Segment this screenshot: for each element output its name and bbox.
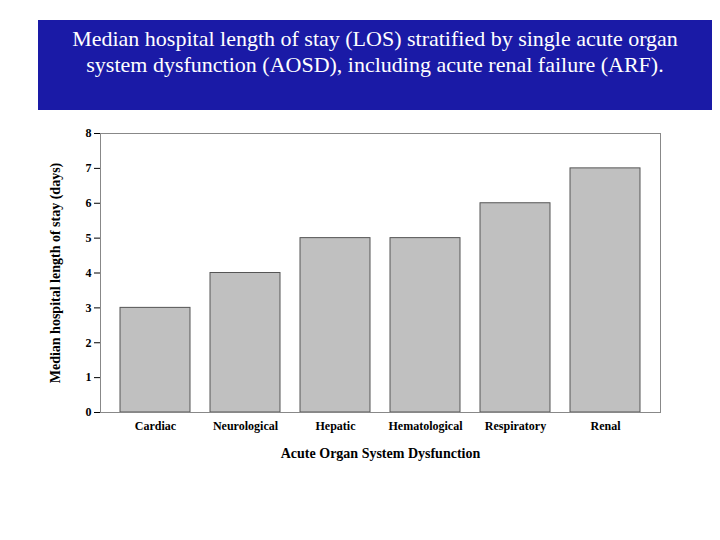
svg-text:7: 7 (86, 161, 92, 175)
html-text:Median hospital length of stay: Median hospital length of stay (LOS) str… (72, 26, 678, 77)
svg-text:Renal: Renal (591, 419, 622, 433)
svg-text:Acute Organ System Dysfunction: Acute Organ System Dysfunction (281, 446, 481, 461)
svg-text:5: 5 (86, 231, 92, 245)
svg-text:Neurological: Neurological (213, 419, 279, 433)
svg-text:3: 3 (86, 301, 92, 315)
svg-text:2: 2 (86, 336, 92, 350)
svg-text:Respiratory: Respiratory (485, 419, 546, 433)
svg-text:4: 4 (86, 266, 92, 280)
svg-text:8: 8 (86, 126, 92, 140)
svg-text:Cardiac: Cardiac (135, 419, 177, 433)
svg-text:Hematological: Hematological (389, 419, 464, 433)
svg-text:6: 6 (86, 196, 92, 210)
svg-text:0: 0 (86, 405, 92, 419)
svg-text:Median hospital length of stay: Median hospital length of stay (days) (48, 162, 64, 383)
svg-text:Hepatic: Hepatic (316, 419, 357, 433)
svg-text:1: 1 (86, 370, 92, 384)
